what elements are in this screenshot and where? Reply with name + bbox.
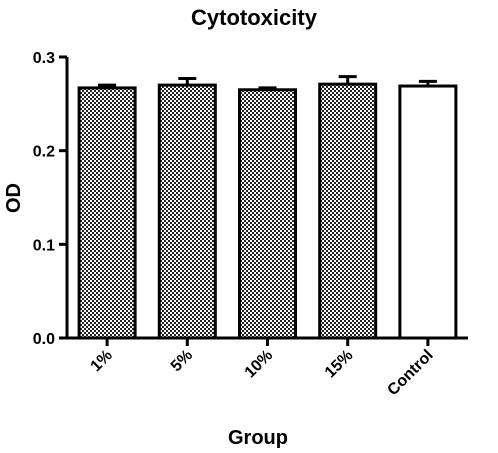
chart-title: Cytotoxicity [191, 5, 318, 30]
x-tick-label: Control [384, 347, 436, 399]
bar-1pct [77, 86, 137, 340]
bar-15pct [318, 82, 378, 340]
x-tick-label: 10% [242, 347, 277, 382]
y-tick-label: 0.0 [33, 331, 55, 348]
y-axis-title: OD [3, 183, 25, 213]
x-tick-label: 1% [88, 347, 116, 375]
bar-control [398, 84, 458, 340]
x-tick-label: 15% [322, 347, 357, 382]
y-tick-label: 0.3 [33, 50, 55, 67]
y-tick-label: 0.2 [33, 144, 55, 161]
x-tick-label: 5% [168, 347, 196, 375]
y-tick-label: 0.1 [33, 237, 55, 254]
plot-area: 0.0 0.1 0.2 0.3 1% 5% 10% 15% Control [33, 50, 468, 399]
x-axis-title: Group [228, 427, 288, 449]
bar-10pct [238, 88, 297, 340]
bar-5pct [157, 83, 217, 340]
